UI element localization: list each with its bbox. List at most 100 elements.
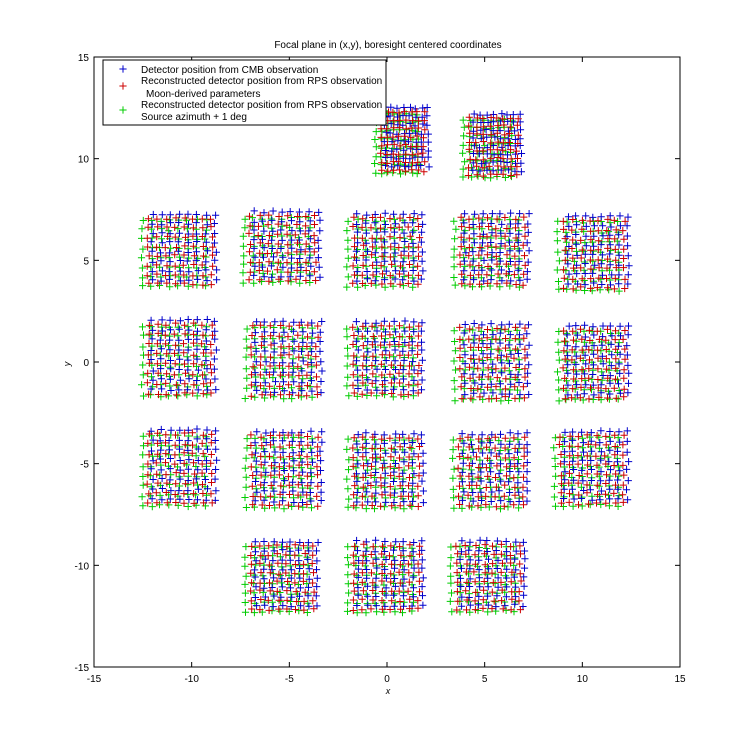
detector-marker (381, 335, 389, 343)
detector-marker (451, 337, 459, 346)
detector-marker (606, 472, 614, 480)
detector-marker (260, 537, 268, 546)
detector-marker (497, 440, 505, 448)
detector-marker (208, 331, 217, 339)
detector-marker (581, 258, 589, 266)
detector-marker (308, 559, 316, 568)
detector-marker (483, 233, 491, 241)
detector-marker (295, 343, 303, 351)
detector-marker (271, 388, 279, 396)
detector-marker (478, 239, 487, 247)
detector-marker (564, 361, 572, 369)
detector-marker (608, 351, 616, 359)
detector-marker (200, 499, 208, 507)
detector-marker (512, 280, 520, 289)
detector-marker (316, 466, 325, 475)
detector-marker (294, 491, 302, 499)
detector-marker (290, 337, 298, 345)
detector-marker (583, 470, 591, 478)
detector-marker (479, 596, 487, 604)
detector-marker (283, 543, 291, 551)
detector-marker (400, 498, 408, 506)
detector-marker (162, 450, 170, 458)
detector-marker (405, 252, 413, 260)
detector-marker (390, 468, 398, 476)
detector-marker (577, 283, 585, 291)
detector-marker (148, 452, 157, 460)
detector-marker (139, 282, 147, 290)
detector-marker (405, 462, 413, 470)
detector-marker (575, 491, 583, 499)
detector-marker (291, 560, 299, 569)
detector-marker (465, 122, 473, 130)
detector-marker (190, 479, 198, 487)
legend: Detector position from CMB observation R… (102, 59, 387, 126)
detector-marker (377, 482, 385, 490)
detector-marker (409, 266, 417, 275)
detector-marker (279, 437, 287, 445)
detector-marker (506, 220, 515, 228)
detector-marker (520, 564, 529, 572)
detector-marker (510, 573, 518, 581)
detector-marker (488, 229, 496, 237)
detector-marker (506, 467, 514, 476)
detector-marker (417, 161, 425, 170)
legend-box (102, 59, 387, 126)
detector-marker (147, 225, 155, 233)
detector-marker (349, 323, 357, 331)
detector-marker (400, 466, 408, 474)
detector-marker (283, 221, 291, 229)
detector-marker (477, 477, 485, 485)
detector-marker (256, 321, 264, 329)
detector-marker (389, 546, 398, 554)
detector-marker (497, 550, 505, 558)
detector-marker (612, 264, 620, 272)
detector-marker (363, 574, 371, 582)
detector-marker (501, 444, 509, 452)
detector-marker (514, 430, 522, 438)
detector-marker (302, 240, 310, 248)
detector-marker (245, 212, 254, 220)
detector-marker (391, 249, 399, 257)
detector-marker (408, 235, 416, 244)
detector-marker (586, 501, 594, 509)
detector-marker (369, 543, 377, 551)
detector-marker (576, 325, 585, 333)
detector-marker (417, 138, 425, 146)
detector-marker (587, 456, 595, 465)
detector-marker (469, 326, 477, 334)
detector-marker (247, 597, 255, 605)
detector-marker (586, 217, 594, 225)
detector-marker (180, 271, 188, 279)
detector-marker (562, 247, 570, 255)
detector-marker (156, 249, 165, 257)
detector-marker (290, 498, 298, 507)
detector-marker (174, 225, 182, 233)
detector-marker (524, 321, 533, 329)
detector-marker (371, 238, 379, 246)
detector-marker (488, 326, 496, 334)
detector-marker (278, 556, 286, 564)
detector-marker (359, 362, 367, 370)
detector-marker (203, 426, 211, 434)
detector-marker (289, 327, 297, 335)
detector-marker (487, 497, 495, 506)
detector-marker (207, 450, 215, 459)
detector-marker (376, 453, 384, 461)
detector-marker (488, 366, 496, 374)
detector-marker (389, 150, 397, 158)
detector-marker (483, 570, 491, 578)
detector-marker (280, 387, 288, 395)
detector-marker (512, 538, 520, 546)
detector-marker (257, 461, 265, 469)
detector-marker (251, 538, 259, 546)
detector-marker (175, 436, 183, 444)
detector-marker (399, 592, 407, 600)
detector-marker (388, 587, 396, 595)
detector-marker (450, 253, 458, 261)
detector-marker (147, 465, 155, 473)
detector-marker (308, 339, 316, 347)
detector-marker (467, 466, 475, 474)
detector-marker (608, 271, 616, 279)
